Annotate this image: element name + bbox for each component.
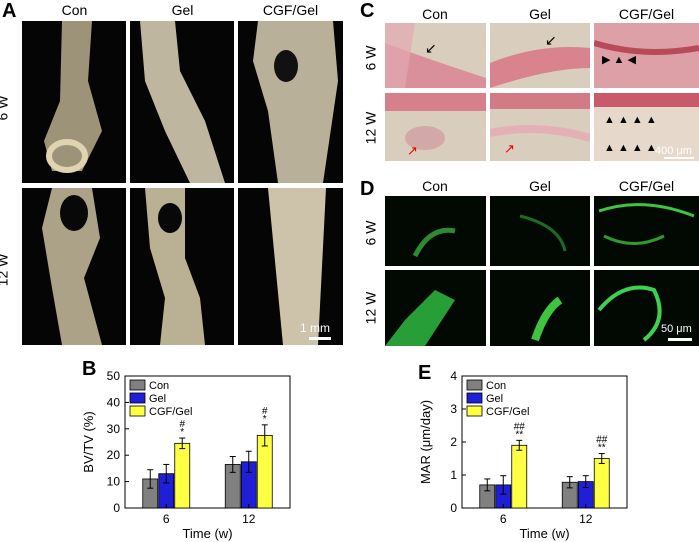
panel-label-e: E: [418, 362, 432, 384]
chart-b-ytick-label: 50: [107, 369, 121, 383]
panel-a-image-con-6w: [22, 21, 126, 183]
svg-text:▶ ▲ ◀: ▶ ▲ ◀: [602, 54, 636, 66]
chart-b-legend-swatch: [129, 379, 146, 391]
svg-text:↗: ↗: [504, 141, 515, 156]
chart-e-ylabel: MAR (μm/day): [418, 400, 433, 484]
chart-e-bar: [511, 444, 528, 509]
panel-d-image-cgf-12w: [594, 270, 699, 346]
chart-b-plot-frame: [124, 375, 291, 509]
panel-a-image-cgf-12w: [238, 188, 343, 345]
chart-b-xtick-label: 12: [242, 512, 256, 526]
panel-c-row-label-12w: 12 W: [362, 111, 379, 145]
panel-c-image-cgf-6w: ▶ ▲ ◀: [594, 23, 699, 88]
chart-e-significance-mark: **: [598, 443, 606, 454]
svg-text:↙: ↙: [425, 40, 437, 56]
chart-b-ytick-label: 40: [107, 395, 121, 409]
chart-b-ytick-label: 20: [107, 448, 121, 462]
chart-b-significance-mark: #: [179, 419, 185, 430]
chart-e-legend-swatch: [466, 392, 483, 404]
panel-c-col-label-con: Con: [422, 6, 448, 22]
panel-a-image-con-12w: [22, 188, 126, 345]
panel-c-image-con-12w: ↗: [385, 93, 486, 161]
panel-a-image-cgf-6w: [238, 21, 343, 183]
chart-b-legend-swatch: [129, 405, 146, 417]
panel-d-col-label-cgf: CGF/Gel: [618, 178, 675, 194]
chart-b-significance-mark: #: [262, 406, 268, 417]
panel-d-image-gel-6w: [490, 196, 590, 266]
chart-e-legend-swatch: [466, 379, 483, 391]
chart-e-ytick-label: 4: [450, 369, 457, 383]
chart-b-significance-mark: *: [180, 427, 184, 438]
chart-b-xlabel: Time (w): [182, 526, 232, 541]
panel-a-col-label-cgf: CGF/Gel: [262, 2, 319, 18]
panel-a-row-label-12w: 12 W: [0, 254, 11, 287]
chart-e-significance-mark: **: [515, 429, 523, 440]
panel-a-scalebar-label: 1 mm: [300, 321, 330, 335]
panel-a-col-label-gel: Gel: [171, 2, 194, 18]
panel-d-row-label-12w: 12 W: [362, 291, 379, 325]
chart-b-legend-label: Con: [149, 380, 169, 392]
panel-a-image-gel-12w: [130, 188, 234, 345]
panel-c-scalebar-label: 400 μm: [655, 145, 692, 157]
chart-e-legend-label: Gel: [486, 393, 503, 405]
chart-e-legend-swatch: [466, 405, 483, 417]
panel-d-image-gel-12w: [490, 270, 590, 346]
panel-c-col-label-cgf: CGF/Gel: [618, 6, 675, 22]
chart-e-significance-mark: ##: [514, 421, 526, 432]
chart-e-xtick-label: 12: [579, 512, 593, 526]
panel-c-image-con-6w: ↙: [385, 23, 486, 88]
panel-a-row-label-6w: 6 W: [0, 96, 10, 121]
svg-text:▲ ▲ ▲ ▲: ▲ ▲ ▲ ▲: [604, 142, 657, 154]
panel-d-col-label-con: Con: [422, 178, 448, 194]
chart-e-legend-label: Con: [486, 380, 506, 392]
panel-c-image-gel-12w: ↗: [490, 93, 590, 161]
chart-b-ytick-label: 30: [107, 422, 121, 436]
chart-b-legend-label: Gel: [149, 393, 166, 405]
panel-c-scalebar-line: [664, 157, 694, 159]
panel-d-row-label-6w: 6 W: [362, 220, 379, 246]
chart-b-xtick-label: 6: [163, 512, 170, 526]
chart-e-xtick-label: 6: [500, 512, 507, 526]
chart-e-ytick-label: 0: [450, 501, 457, 515]
panel-c-image-cgf-12w: ▲ ▲ ▲ ▲ ▲ ▲ ▲ ▲: [594, 93, 699, 161]
chart-e-ytick-label: 1: [450, 468, 457, 482]
chart-b-legend-swatch: [129, 392, 146, 404]
chart-b-ytick-label: 0: [113, 501, 120, 515]
panel-c-row-label-6w: 6 W: [362, 45, 379, 71]
panel-label-b: B: [82, 358, 97, 380]
panel-d-image-cgf-6w: [594, 196, 699, 266]
panel-a-image-gel-6w: [130, 21, 234, 183]
panel-d-col-label-gel: Gel: [529, 178, 551, 194]
chart-e-significance-mark: ##: [596, 435, 608, 446]
panel-c-image-gel-6w: ↙: [490, 23, 590, 88]
panel-a-scalebar-line: [309, 337, 331, 340]
panel-a-col-label-con: Con: [61, 2, 88, 18]
svg-text:▲ ▲ ▲ ▲: ▲ ▲ ▲ ▲: [604, 114, 657, 126]
panel-d-scalebar-line: [668, 338, 692, 341]
chart-b-ylabel: BV/TV (%): [81, 411, 96, 472]
panel-d-image-con-12w: [385, 270, 486, 346]
panel-d-image-con-6w: [385, 196, 486, 266]
panel-c-col-label-gel: Gel: [529, 6, 551, 22]
chart-e-ytick-label: 2: [450, 435, 457, 449]
chart-e-bar: [593, 458, 610, 509]
svg-text:↗: ↗: [407, 143, 418, 158]
chart-b-significance-mark: *: [263, 414, 267, 425]
chart-b-ytick-label: 10: [107, 475, 121, 489]
chart-b-bar: [174, 442, 191, 509]
chart-e-legend-label: CGF/Gel: [486, 406, 529, 418]
panel-label-d: D: [360, 178, 375, 200]
svg-text:↙: ↙: [545, 32, 557, 48]
chart-e-xlabel: Time (w): [519, 526, 569, 541]
panel-label-a: A: [2, 0, 17, 22]
chart-b-legend-label: CGF/Gel: [149, 406, 192, 418]
panel-label-c: C: [360, 0, 375, 22]
panel-d-scalebar-label: 50 μm: [661, 323, 692, 335]
chart-e-ytick-label: 3: [450, 402, 457, 416]
